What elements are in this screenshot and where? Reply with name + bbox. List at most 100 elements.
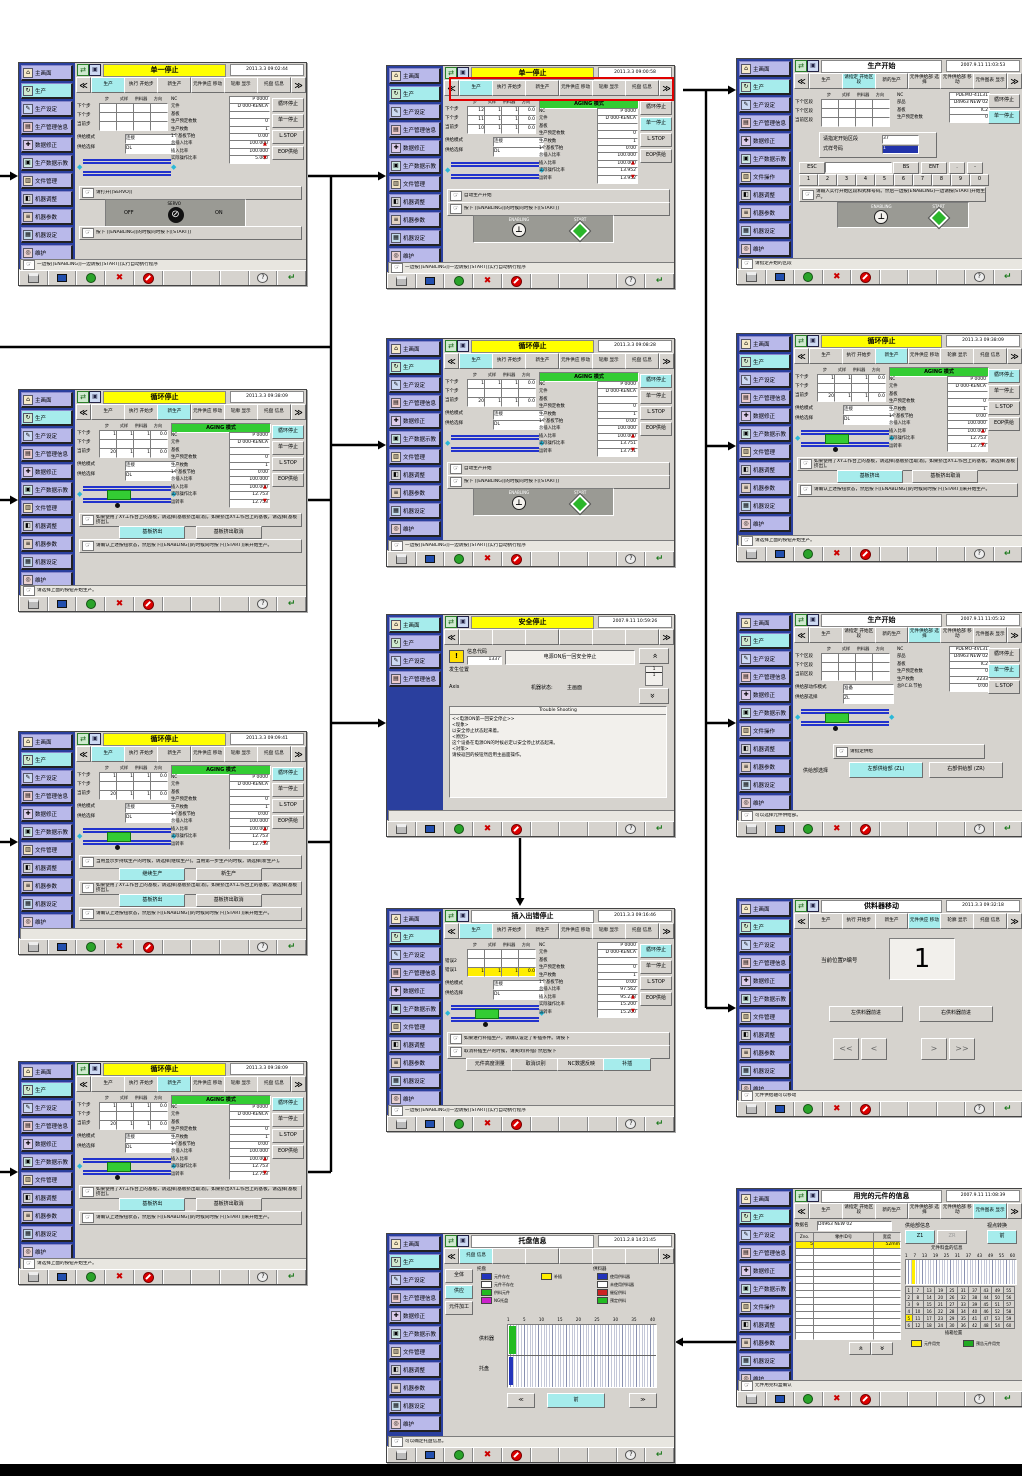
- viewpoint-label[interactable]: 视点转换: [987, 1223, 1008, 1229]
- globe-icon[interactable]: [444, 552, 474, 566]
- conveyor-rail[interactable]: [451, 438, 539, 440]
- conveyor-arrow-right[interactable]: ◆: [171, 832, 177, 840]
- page-title[interactable]: 循环停止: [103, 733, 226, 746]
- home-icon[interactable]: ⌂: [23, 1066, 33, 1077]
- printer-icon[interactable]: [737, 1102, 766, 1116]
- cassette-grid-cell[interactable]: 36: [957, 1321, 970, 1329]
- side-button[interactable]: EOP供给: [272, 815, 304, 829]
- enabling-button[interactable]: ⊥: [512, 223, 527, 237]
- step-cell[interactable]: [872, 117, 890, 127]
- page-title[interactable]: 安全停止: [471, 616, 594, 629]
- used-table-cell[interactable]: [813, 1332, 874, 1340]
- cassette-grid-cell[interactable]: 57: [1002, 1300, 1016, 1308]
- timestamp[interactable]: 2011.3.3 09:38:09: [946, 335, 1020, 347]
- supply-info-label[interactable]: 供给部信息: [905, 1223, 931, 1229]
- sidebar-item[interactable]: ▥ 文件操作: [739, 723, 791, 739]
- tab[interactable]: 生产: [809, 73, 843, 89]
- hand-icon[interactable]: ☞: [450, 1047, 462, 1057]
- step-row-label[interactable]: 下个步: [445, 116, 459, 121]
- legend-label[interactable]: 元件用完: [924, 1340, 940, 1346]
- cassette-grid-cell[interactable]: 51: [991, 1300, 1004, 1308]
- note[interactable]: ☞ 请确认上述按钮状态，然后按下[[ENABLING]]的时候同时按下[[STAR…: [79, 1211, 302, 1225]
- teaching-icon[interactable]: ▣: [391, 1328, 401, 1339]
- param-icon[interactable]: ≡: [741, 207, 751, 218]
- cassette-grid-cell[interactable]: 19: [934, 1286, 947, 1294]
- sidebar-item[interactable]: ≡ 机器参数: [389, 485, 441, 501]
- sidebar-item[interactable]: ◎维护: [21, 1244, 73, 1260]
- sidebar-item-label[interactable]: 生产管理信息: [35, 793, 69, 800]
- tabs-next-button[interactable]: ≫: [659, 353, 674, 369]
- position-value[interactable]: 1: [913, 944, 931, 974]
- cassette-grid-cell[interactable]: 33: [957, 1300, 970, 1308]
- step-col-header[interactable]: 式样: [841, 646, 851, 651]
- step-col-header[interactable]: 供料器: [852, 367, 866, 372]
- conveyor-graphic[interactable]: ◆ ◆: [445, 432, 545, 456]
- sidebar-item[interactable]: ✚ 数据修正: [739, 1263, 791, 1279]
- axis-tick[interactable]: 49: [987, 1253, 993, 1258]
- step-col-header[interactable]: 步: [472, 942, 478, 947]
- info-label[interactable]: 生产预定枚数: [171, 455, 197, 461]
- tab[interactable]: 生产: [809, 348, 843, 364]
- sidebar-item-label[interactable]: 文件管理: [403, 181, 426, 188]
- info-icon[interactable]: ▤: [391, 397, 401, 408]
- step-cell[interactable]: [150, 121, 168, 131]
- cassette-grid-cell[interactable]: 39: [968, 1300, 981, 1308]
- side-button[interactable]: EOP供给: [640, 422, 672, 436]
- correction-icon[interactable]: ✚: [23, 466, 33, 477]
- sidebar-item-label[interactable]: 生产管理信息: [753, 395, 787, 402]
- page-title[interactable]: 托盘信息: [471, 1235, 594, 1248]
- screen-M2[interactable]: ⌂ 主画面 ↻ 生产 ✎ 生产设定 ▤ 生产管理信息 ✚ 数据修正 ▣ 生产数据示教 ▥ 文件管理 ◧ 机器调…: [386, 338, 675, 567]
- tabs-prev-button[interactable]: ≪: [794, 1203, 809, 1219]
- monitor-icon[interactable]: [415, 822, 445, 836]
- tab[interactable]: 生产: [91, 746, 126, 762]
- conveyor-rail[interactable]: [451, 174, 539, 176]
- printer-icon[interactable]: [737, 822, 766, 836]
- file-icon[interactable]: ▥: [391, 178, 401, 189]
- teaching-icon[interactable]: ▣: [391, 433, 401, 444]
- sidebar-item-label[interactable]: 生产管理信息: [753, 120, 787, 127]
- legend-item[interactable]: 供料元件: [481, 1289, 537, 1296]
- sidebar-item-label[interactable]: 机器参数: [403, 1060, 426, 1067]
- mode-value[interactable]: DL: [493, 147, 544, 157]
- globe-icon[interactable]: [794, 270, 823, 284]
- printer-icon[interactable]: [737, 1392, 766, 1406]
- adjust-icon[interactable]: ◧: [391, 1364, 401, 1375]
- info-label[interactable]: 总插入比率: [889, 421, 911, 427]
- help-icon[interactable]: ?: [248, 597, 278, 611]
- sidebar[interactable]: ⌂ 主画面 ↻ 生产 ✎ 生产设定 ▤ 生产管理信息: [387, 615, 443, 820]
- settings-icon[interactable]: ✎: [741, 374, 751, 385]
- correction-icon[interactable]: ✚: [391, 142, 401, 153]
- step-cell[interactable]: 20: [467, 397, 485, 407]
- hand-icon[interactable]: ☞: [82, 857, 94, 867]
- globe-icon[interactable]: [76, 597, 106, 611]
- tab[interactable]: 元件供给部 选择: [907, 1203, 942, 1219]
- cassette-grid-cell[interactable]: 34: [957, 1307, 970, 1315]
- side-button[interactable]: 循环停止: [988, 94, 1020, 108]
- axis-tick[interactable]: 30: [612, 1317, 618, 1322]
- sidebar-item[interactable]: ↻ 生产: [21, 410, 73, 426]
- close-icon[interactable]: ✖: [105, 1270, 134, 1284]
- sidebar-item[interactable]: ◧ 机器调整: [739, 1317, 791, 1333]
- param-icon[interactable]: ≡: [23, 211, 33, 222]
- production-icon[interactable]: ↻: [741, 921, 751, 932]
- bottom-toolbar[interactable]: ✖? ↵: [387, 1116, 674, 1131]
- production-icon[interactable]: ↻: [741, 1211, 751, 1222]
- step-col-header[interactable]: 供料器: [134, 96, 148, 101]
- sidebar-item-label[interactable]: 生产设定: [403, 109, 426, 116]
- conveyor-rail[interactable]: [83, 1173, 171, 1175]
- globe-icon[interactable]: [794, 547, 823, 561]
- side-button[interactable]: L.STOP: [272, 799, 304, 813]
- timestamp[interactable]: 2011.3.3 09:38:09: [230, 1063, 304, 1075]
- note-text[interactable]: 请确认上述按钮状态，然后按下[[ENABLING]]的时候同时按下[[START…: [96, 911, 273, 917]
- sidebar-item-label[interactable]: 数据修正: [403, 145, 426, 152]
- correction-icon[interactable]: ✚: [23, 808, 33, 819]
- printer-icon[interactable]: [387, 1117, 416, 1131]
- conveyor-rail[interactable]: [451, 447, 539, 449]
- sidebar-item-label[interactable]: 数据修正: [753, 1268, 776, 1275]
- cassette-grid-row[interactable]: 1 7 13 19 25 31 37 43 49 55: [905, 1286, 1016, 1294]
- note-text[interactable]: 按下 [[ENABLING]]的时候同时按下[[START]]: [464, 479, 559, 485]
- content-area[interactable]: 数据名 D4963 NEW 02 Zno. 零件ID号 宽度 5 52mm ««供给部信息 Z1…: [793, 1220, 1022, 1379]
- cassette-grid-cell[interactable]: 9: [911, 1300, 925, 1308]
- conveyor-arrow-left[interactable]: ◆: [77, 490, 83, 498]
- sidebar-item[interactable]: ↻ 生产: [21, 1082, 73, 1098]
